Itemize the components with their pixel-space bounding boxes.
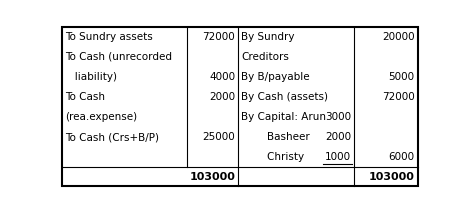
Text: liability): liability) — [65, 72, 117, 82]
Text: By Cash (assets): By Cash (assets) — [241, 92, 328, 102]
Text: 72000: 72000 — [382, 92, 415, 102]
Text: Creditors: Creditors — [241, 52, 289, 62]
Text: To Cash (Crs+B/P): To Cash (Crs+B/P) — [65, 132, 159, 142]
Text: Christy: Christy — [241, 152, 304, 162]
Text: 2000: 2000 — [325, 132, 351, 142]
Text: (rea.expense): (rea.expense) — [65, 112, 137, 122]
Text: 1000: 1000 — [325, 152, 351, 162]
Text: To Cash: To Cash — [65, 92, 105, 102]
Text: To Sundry assets: To Sundry assets — [65, 32, 153, 42]
Text: 103000: 103000 — [189, 172, 235, 182]
Text: Basheer: Basheer — [241, 132, 310, 142]
Text: 6000: 6000 — [388, 152, 415, 162]
Text: 4000: 4000 — [209, 72, 235, 82]
Text: By Capital: Arun: By Capital: Arun — [241, 112, 326, 122]
Text: By Sundry: By Sundry — [241, 32, 294, 42]
Text: 72000: 72000 — [202, 32, 235, 42]
Text: 5000: 5000 — [388, 72, 415, 82]
Text: 2000: 2000 — [209, 92, 235, 102]
Text: 103000: 103000 — [369, 172, 415, 182]
Text: To Cash (unrecorded: To Cash (unrecorded — [65, 52, 172, 62]
Text: 25000: 25000 — [202, 132, 235, 142]
Text: By B/payable: By B/payable — [241, 72, 309, 82]
Text: 3000: 3000 — [325, 112, 351, 122]
Text: 20000: 20000 — [382, 32, 415, 42]
